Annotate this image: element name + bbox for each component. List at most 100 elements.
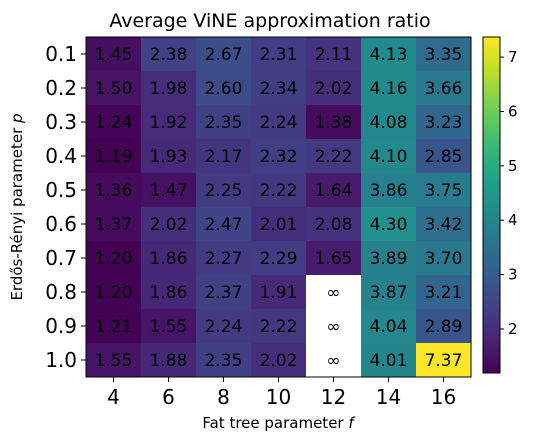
heatmap-cell-label: 2.60 — [205, 79, 243, 99]
chart-title: Average ViNE approximation ratio — [109, 10, 430, 32]
heatmap-cell — [361, 275, 417, 310]
heatmap-cell — [306, 105, 362, 140]
heatmap-cell — [306, 275, 362, 310]
heatmap-cell — [86, 139, 142, 174]
heatmap-cell — [141, 37, 197, 72]
heatmap-cell-label: 4.10 — [370, 147, 408, 167]
heatmap-cell-label: 1.20 — [95, 283, 133, 303]
heatmap-cell-label: 1.86 — [150, 283, 188, 303]
heatmap-cell-label: 2.25 — [205, 181, 243, 201]
heatmap-cell-label: 3.21 — [425, 283, 463, 303]
heatmap-cell — [141, 275, 197, 310]
colorbar — [482, 36, 501, 374]
heatmap-cell-label: 1.65 — [315, 249, 353, 269]
heatmap-cell — [416, 139, 472, 174]
heatmap-cell-label: 1.93 — [150, 147, 188, 167]
heatmap-cell-label: 2.24 — [260, 113, 298, 133]
colorbar-tick-label: 5 — [508, 157, 518, 175]
heatmap-cells — [86, 37, 472, 378]
heatmap-cell-label: ∞ — [326, 351, 340, 371]
heatmap-cell-label: 1.21 — [95, 317, 133, 337]
x-tick-label: 12 — [321, 385, 346, 409]
heatmap-cell-label: 1.36 — [95, 181, 133, 201]
heatmap-cell — [196, 173, 252, 208]
y-tick-label: 1.0 — [45, 348, 77, 372]
heatmap-cell — [196, 139, 252, 174]
heatmap-cell — [416, 275, 472, 310]
heatmap-cell — [251, 173, 307, 208]
heatmap-cell-label: 2.29 — [260, 249, 298, 269]
heatmap-cell-label: 3.42 — [425, 215, 463, 235]
heatmap-cell-label: 2.38 — [150, 45, 188, 65]
heatmap-cell — [141, 139, 197, 174]
heatmap-cell — [361, 71, 417, 106]
heatmap-cell — [361, 207, 417, 242]
heatmap-cell — [416, 207, 472, 242]
heatmap-cell-label: 2.35 — [205, 351, 243, 371]
heatmap-cell — [196, 105, 252, 140]
heatmap-cell — [141, 71, 197, 106]
y-axis-label-variable: p — [8, 113, 26, 124]
heatmap-cell-label: 2.67 — [205, 45, 243, 65]
heatmap-cell — [196, 343, 252, 378]
heatmap-cell-label: ∞ — [326, 317, 340, 337]
heatmap-cell — [416, 37, 472, 72]
heatmap-cell-label: 1.92 — [150, 113, 188, 133]
heatmap-cell-label: 2.22 — [315, 147, 353, 167]
heatmap-cell-label: 2.27 — [205, 249, 243, 269]
heatmap-cell — [361, 309, 417, 344]
heatmap-cell — [141, 241, 197, 276]
y-tick-label: 0.2 — [45, 76, 77, 100]
heatmap-cell-label: 1.88 — [150, 351, 188, 371]
y-tick-label: 0.3 — [45, 110, 77, 134]
heatmap-cell-label: 1.19 — [95, 147, 133, 167]
heatmap-cell-label: 2.22 — [260, 181, 298, 201]
heatmap-cell-label: 1.98 — [150, 79, 188, 99]
heatmap-cell — [361, 105, 417, 140]
heatmap-cell — [251, 275, 307, 310]
heatmap-cell-label: 3.35 — [425, 45, 463, 65]
y-tick-label: 0.9 — [45, 314, 77, 338]
heatmap-cell — [196, 309, 252, 344]
heatmap-cell — [416, 241, 472, 276]
colorbar-ticks: 2 3 4 5 6 7 — [500, 48, 518, 338]
heatmap-cell-label: 2.34 — [260, 79, 298, 99]
x-axis-label-variable: f — [348, 414, 356, 432]
colorbar-tick-label: 7 — [508, 48, 518, 66]
heatmap-cell — [306, 241, 362, 276]
heatmap-cell-label: 7.37 — [425, 351, 463, 371]
heatmap-cell — [361, 139, 417, 174]
heatmap-cell-label: 2.85 — [425, 147, 463, 167]
heatmap-cell — [196, 207, 252, 242]
heatmap-cell-label: ∞ — [326, 283, 340, 303]
heatmap-cell-label: 1.55 — [150, 317, 188, 337]
heatmap-cell-label: 2.11 — [315, 45, 353, 65]
heatmap-cell — [86, 343, 142, 378]
heatmap-cell — [416, 105, 472, 140]
heatmap-cell — [306, 207, 362, 242]
colorbar-tick-label: 2 — [508, 320, 518, 338]
heatmap-cell — [361, 343, 417, 378]
x-tick-label: 6 — [162, 385, 175, 409]
heatmap-cell-label: 4.01 — [370, 351, 408, 371]
x-tick-label: 14 — [376, 385, 401, 409]
x-tick-label: 4 — [107, 385, 120, 409]
heatmap-cell — [306, 173, 362, 208]
heatmap-cell-label: 1.86 — [150, 249, 188, 269]
heatmap-cell-label: 1.91 — [260, 283, 298, 303]
heatmap-cell-labels: 1.45 2.38 2.67 2.31 2.11 4.13 3.35 1.50 1.98 2.60… — [95, 45, 463, 371]
heatmap-cell-label: 4.30 — [370, 215, 408, 235]
heatmap-cell — [141, 309, 197, 344]
x-axis-ticks: 4 6 8 10 12 14 16 — [107, 377, 456, 409]
heatmap-cell — [86, 309, 142, 344]
heatmap-cell — [416, 309, 472, 344]
heatmap-cell-label: 4.16 — [370, 79, 408, 99]
heatmap-cell-label: 1.24 — [95, 113, 133, 133]
heatmap-cell — [86, 241, 142, 276]
heatmap-cell-label: 3.86 — [370, 181, 408, 201]
heatmap-cell — [86, 37, 142, 72]
heatmap-cell — [251, 207, 307, 242]
heatmap-cell-label: 1.64 — [315, 181, 353, 201]
heatmap-cell — [251, 241, 307, 276]
